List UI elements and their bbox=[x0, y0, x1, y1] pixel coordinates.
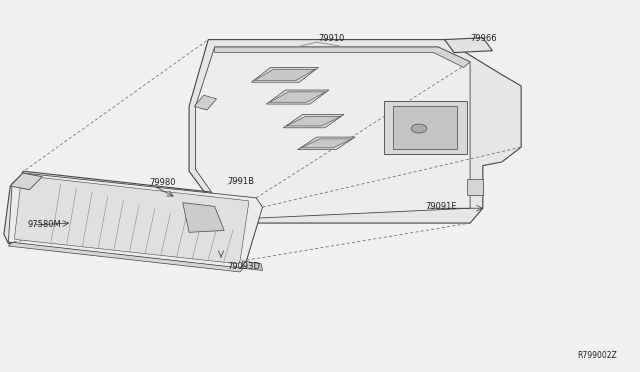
Text: R799002Z: R799002Z bbox=[577, 351, 617, 360]
Text: 79093D: 79093D bbox=[227, 262, 260, 272]
Polygon shape bbox=[301, 139, 352, 148]
Polygon shape bbox=[10, 173, 42, 190]
Polygon shape bbox=[195, 47, 470, 219]
Polygon shape bbox=[384, 101, 467, 154]
Polygon shape bbox=[214, 47, 470, 67]
Text: 79966: 79966 bbox=[470, 35, 497, 44]
Polygon shape bbox=[255, 69, 316, 80]
Polygon shape bbox=[298, 137, 355, 150]
Polygon shape bbox=[467, 179, 483, 195]
Text: 79910: 79910 bbox=[319, 35, 345, 44]
Polygon shape bbox=[252, 67, 319, 82]
Polygon shape bbox=[8, 173, 262, 268]
Polygon shape bbox=[15, 176, 248, 264]
Polygon shape bbox=[266, 90, 329, 104]
Polygon shape bbox=[189, 39, 521, 223]
Text: 79091E: 79091E bbox=[426, 202, 457, 211]
Polygon shape bbox=[242, 261, 262, 270]
Polygon shape bbox=[269, 92, 326, 102]
Circle shape bbox=[412, 124, 427, 133]
Text: 79980: 79980 bbox=[149, 178, 175, 187]
Polygon shape bbox=[445, 38, 492, 52]
Text: 7991B: 7991B bbox=[227, 177, 255, 186]
Text: 97580M: 97580M bbox=[28, 220, 61, 229]
Polygon shape bbox=[4, 171, 262, 269]
Polygon shape bbox=[182, 203, 224, 232]
Polygon shape bbox=[287, 116, 340, 126]
Polygon shape bbox=[194, 95, 216, 110]
Polygon shape bbox=[8, 242, 243, 272]
Polygon shape bbox=[394, 106, 458, 149]
Polygon shape bbox=[284, 115, 344, 128]
